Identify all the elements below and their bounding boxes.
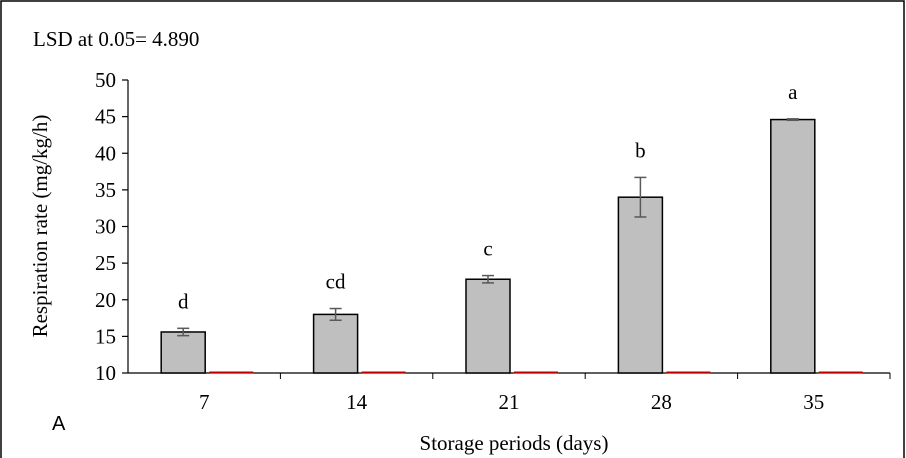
significance-letter: d [178,289,189,313]
y-ticks: 10 15 20 25 30 35 40 45 50 [95,68,128,385]
significance-letter: c [483,237,492,261]
x-ticks: 7 14 21 28 35 [199,373,891,414]
x-axis-title: Storage periods (days) [420,431,609,455]
y-tick-label: 25 [95,251,116,275]
y-tick-label: 40 [95,141,116,165]
x-tick-label: 21 [499,390,520,414]
bar-day-35 [770,118,816,374]
y-tick-label: 15 [95,324,116,348]
x-tick-label: 28 [651,390,672,414]
significance-letter: a [788,80,798,104]
x-tick-label: 35 [803,390,824,414]
x-tick-label: 7 [199,390,210,414]
y-tick-label: 50 [95,68,116,92]
significance-letter: cd [326,270,346,294]
y-axis-title: Respiration rate (mg/kg/h) [28,115,52,338]
significance-letters: d cd c b a [178,80,798,313]
significance-letter: b [635,138,646,162]
error-bars [177,118,799,337]
bar-day-7 [160,331,206,374]
bar-day-28 [617,196,664,374]
lsd-annotation: LSD at 0.05= 4.890 [33,27,199,51]
bars [160,118,816,374]
bar-day-14 [312,313,359,374]
panel-label: A [52,413,66,435]
y-tick-label: 35 [95,178,116,202]
bar-day-21 [465,278,511,374]
y-tick-label: 45 [95,105,116,129]
x-tick-label: 14 [346,390,368,414]
y-tick-label: 10 [95,361,116,385]
y-tick-label: 20 [95,288,116,312]
y-tick-label: 30 [95,215,116,239]
